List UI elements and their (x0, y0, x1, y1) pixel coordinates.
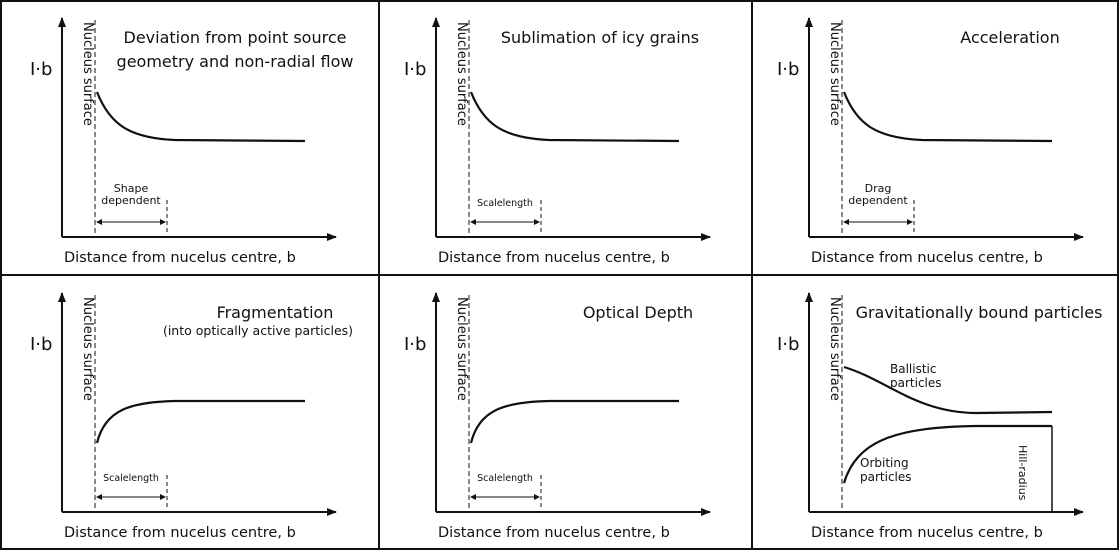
y-label: I·b (777, 334, 799, 355)
limit-label: Hill-radius (1016, 445, 1029, 501)
panel: Nucleus surface I·b Distance from nucelus … (30, 17, 354, 266)
y-label: I·b (404, 59, 426, 80)
scale-label: Scalelength (477, 473, 533, 484)
panel: Nucleus surface I·b Distance from nucelus … (404, 17, 711, 266)
curve (95, 91, 306, 143)
panel-title: Sublimation of icy grains (501, 28, 699, 47)
y-label: I·b (30, 334, 52, 355)
curve-label: particles (890, 376, 942, 390)
y-label: I·b (30, 59, 52, 80)
panel: Nucleus surface I·b Distance from nucelus … (777, 292, 1103, 541)
scale-label: Scalelength (103, 473, 159, 484)
surface-label: Nucleus surface (80, 22, 95, 126)
panel-title: Acceleration (960, 28, 1059, 47)
panel-title: geometry and non-radial flow (117, 52, 354, 71)
panel: Nucleus surface I·b Distance from nucelus … (404, 292, 711, 541)
x-label: Distance from nucelus centre, b (811, 525, 1043, 541)
surface-label: Nucleus surface (454, 22, 469, 126)
y-label: I·b (777, 59, 799, 80)
panel: Nucleus surface I·b Distance from nucelus … (30, 292, 353, 541)
x-label: Distance from nucelus centre, b (438, 250, 670, 266)
scale-label: Shape (114, 182, 149, 195)
surface-label: Nucleus surface (827, 22, 842, 126)
surface-label: Nucleus surface (454, 297, 469, 401)
x-label: Distance from nucelus centre, b (438, 525, 670, 541)
panel-title: Gravitationally bound particles (856, 303, 1103, 322)
x-label: Distance from nucelus centre, b (811, 250, 1043, 266)
curve-label: Orbiting (860, 456, 909, 470)
curve (843, 365, 1053, 415)
curve (95, 399, 305, 444)
panel-subtitle: (into optically active particles) (163, 323, 353, 338)
curve (842, 91, 1053, 143)
panel-title: Optical Depth (583, 303, 693, 322)
scale-label: dependent (101, 194, 161, 207)
panel: Nucleus surface I·b Distance from nucelus … (777, 17, 1084, 266)
surface-label: Nucleus surface (80, 297, 95, 401)
curve (469, 91, 680, 143)
scale-label: dependent (848, 194, 908, 207)
x-label: Distance from nucelus centre, b (64, 250, 296, 266)
x-label: Distance from nucelus centre, b (64, 525, 296, 541)
scale-label: Drag (865, 182, 892, 195)
panel-title: Fragmentation (217, 303, 334, 322)
curve-label: particles (860, 470, 912, 484)
surface-label: Nucleus surface (827, 297, 842, 401)
curve-label: Ballistic (890, 362, 936, 376)
y-label: I·b (404, 334, 426, 355)
panel-title: Deviation from point source (124, 28, 347, 47)
scale-label: Scalelength (477, 198, 533, 209)
curve (469, 399, 679, 444)
curve (842, 424, 1052, 484)
